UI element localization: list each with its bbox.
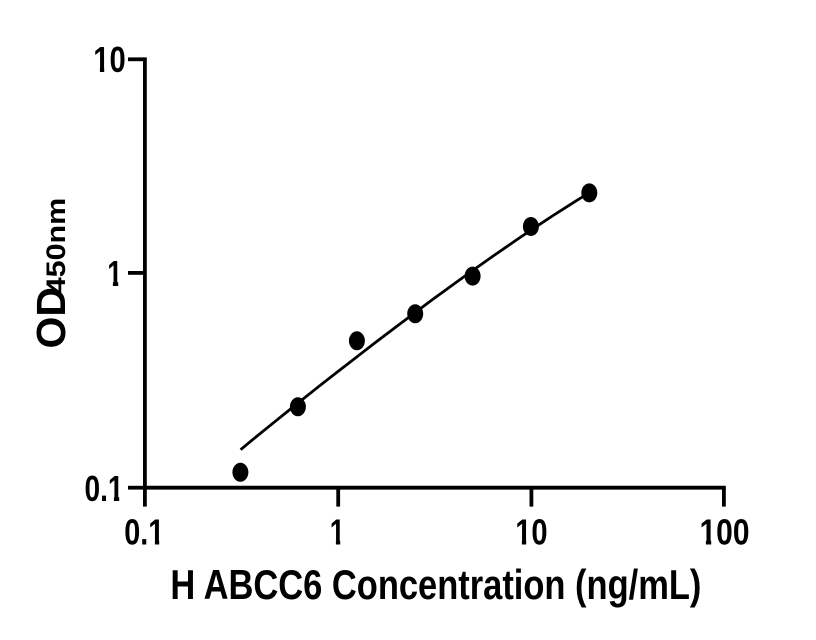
svg-text:0.1: 0.1 xyxy=(124,512,164,553)
svg-text:10: 10 xyxy=(515,512,547,553)
svg-text:H ABCC6 Concentration (ng/mL): H ABCC6 Concentration (ng/mL) xyxy=(170,561,701,608)
svg-text:1: 1 xyxy=(330,512,345,553)
svg-text:1: 1 xyxy=(107,253,122,294)
svg-text:450nm: 450nm xyxy=(41,198,71,295)
svg-text:0.1: 0.1 xyxy=(85,468,124,509)
svg-text:10: 10 xyxy=(93,39,125,80)
svg-text:OD: OD xyxy=(28,287,74,349)
svg-text:100: 100 xyxy=(700,512,750,553)
